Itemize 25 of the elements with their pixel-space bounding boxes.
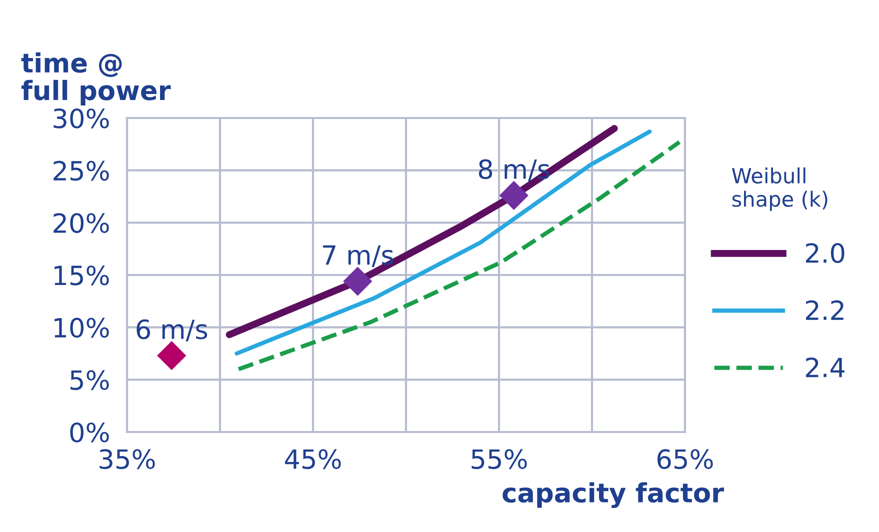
point <box>499 180 528 210</box>
annotation: 8 m/s <box>478 159 550 182</box>
x-tick-label: 65% <box>658 449 713 470</box>
y-tick-label: 20% <box>54 213 109 234</box>
point <box>157 341 186 370</box>
line-series <box>234 130 652 356</box>
point <box>343 266 372 296</box>
annotation: 7 m/s <box>323 245 394 268</box>
y-axis-title: time @ full power <box>21 52 171 106</box>
legend-title: Weibull shape (k) <box>732 167 828 211</box>
y-tick-label: 15% <box>54 265 109 286</box>
x-axis-title: capacity factor <box>502 482 724 508</box>
y-tick-label: 10% <box>54 318 109 338</box>
y-tick-label: 30% <box>54 108 109 128</box>
x-tick-label: 35% <box>100 449 155 470</box>
legend-label: 2.2 <box>806 300 844 320</box>
y-tick-label: 25% <box>54 160 109 181</box>
annotation: 6 m/s <box>136 319 208 342</box>
x-tick-label: 55% <box>472 449 527 470</box>
y-tick-label: 5% <box>70 370 109 390</box>
x-tick-label: 45% <box>284 449 341 470</box>
y-tick-label: 0% <box>70 422 109 442</box>
legend-label: 2.4 <box>806 357 845 378</box>
legend-label: 2.0 <box>806 243 844 264</box>
line-series <box>236 140 682 372</box>
